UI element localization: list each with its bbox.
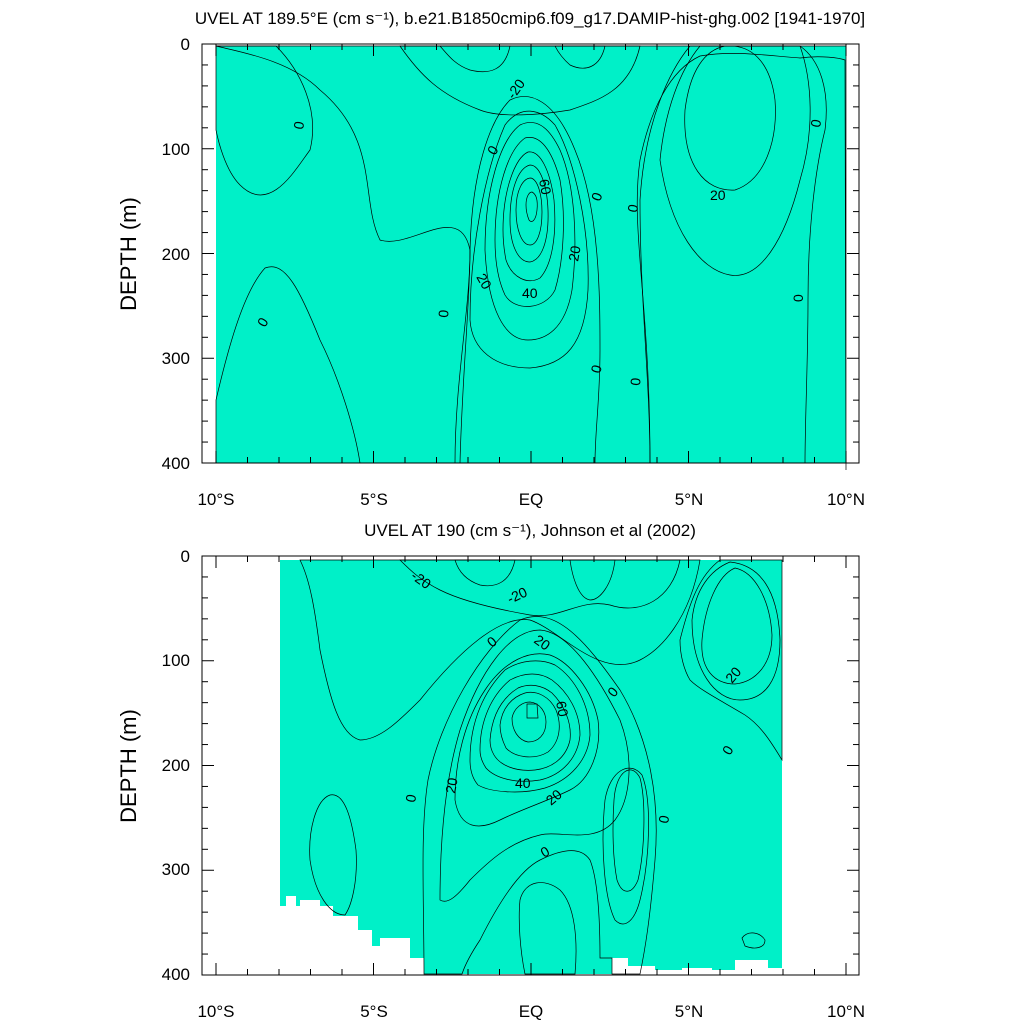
positive-region-70-eq bbox=[525, 191, 538, 222]
axis-ticks bbox=[202, 43, 859, 464]
x-tick-label: 10°N bbox=[827, 490, 865, 509]
y-tick-labels: 0 100 200 300 400 bbox=[162, 35, 190, 473]
positive-region-west-lower bbox=[215, 266, 361, 464]
y-tick-label: 300 bbox=[162, 349, 190, 368]
positive-region-east bbox=[639, 45, 827, 464]
y-tick-label: 200 bbox=[162, 756, 190, 775]
contour-label: 0 bbox=[290, 120, 307, 131]
x-tick-label: EQ bbox=[519, 1002, 544, 1021]
positive-region-20-mid bbox=[612, 769, 645, 892]
positive-region-west-upper bbox=[215, 45, 313, 196]
positive-region-20-eq bbox=[454, 653, 600, 827]
contour-label: 20 bbox=[710, 187, 726, 203]
positive-region-10-east bbox=[659, 45, 811, 276]
contour-label: 0 bbox=[627, 377, 644, 386]
x-tick-label: 5°N bbox=[675, 490, 704, 509]
x-tick-label: 5°S bbox=[360, 490, 388, 509]
y-axis-label: DEPTH (m) bbox=[116, 709, 141, 823]
y-tick-label: 400 bbox=[162, 454, 190, 473]
positive-region-20-east bbox=[701, 567, 773, 685]
positive-region-80-eq bbox=[526, 703, 539, 719]
x-tick-labels: 10°S 5°S EQ 5°N 10°N bbox=[197, 490, 865, 509]
axis-ticks bbox=[202, 555, 859, 976]
x-tick-label: 10°N bbox=[827, 1002, 865, 1021]
field-background bbox=[216, 46, 846, 463]
positive-region-60-eq bbox=[515, 177, 543, 246]
y-tick-label: 200 bbox=[162, 245, 190, 264]
contour-label: 40 bbox=[522, 285, 538, 301]
contour-field bbox=[280, 559, 783, 975]
negative-region-deep bbox=[518, 882, 577, 975]
x-tick-label: 10°S bbox=[197, 490, 234, 509]
positive-region-10-eq bbox=[439, 629, 630, 902]
x-tick-label: EQ bbox=[519, 490, 544, 509]
contour-label: 0 bbox=[402, 793, 419, 804]
contour-label: 0 bbox=[435, 309, 452, 318]
y-tick-label: 100 bbox=[162, 651, 190, 670]
positive-region-30-eq bbox=[469, 660, 591, 793]
contour-label: 0 bbox=[587, 363, 605, 375]
y-axis-label: DEPTH (m) bbox=[116, 197, 141, 311]
contour-label: 40 bbox=[515, 775, 531, 791]
y-tick-labels: 0 100 200 300 400 bbox=[162, 547, 190, 984]
positive-region-40-eq bbox=[479, 673, 581, 782]
contour-label: 0 bbox=[624, 203, 641, 214]
contour-label: 0 bbox=[655, 814, 672, 825]
positive-region-10-east bbox=[691, 561, 781, 701]
positive-region-west bbox=[309, 794, 357, 916]
positive-region-50-eq bbox=[489, 684, 571, 771]
y-tick-label: 100 bbox=[162, 140, 190, 159]
negative-region-30b bbox=[569, 559, 616, 601]
y-tick-label: 0 bbox=[181, 35, 190, 54]
y-tick-label: 300 bbox=[162, 860, 190, 879]
negative-region-20 bbox=[399, 45, 641, 116]
positive-region-10-eq bbox=[469, 110, 589, 369]
contour-label: 20 bbox=[473, 271, 495, 293]
contour-label: 20 bbox=[565, 244, 583, 262]
positive-region-40-eq bbox=[502, 151, 556, 282]
panel-model: UVEL AT 189.5°E (cm s⁻¹), b.e21.B1850cmi… bbox=[116, 9, 865, 509]
y-tick-label: 0 bbox=[181, 547, 190, 566]
chart-title: UVEL AT 190 (cm s⁻¹), Johnson et al (200… bbox=[364, 521, 696, 540]
x-tick-label: 5°S bbox=[360, 1002, 388, 1021]
negative-region-cyan bbox=[299, 559, 701, 741]
positive-region-eq bbox=[459, 96, 601, 464]
x-tick-label: 5°N bbox=[675, 1002, 704, 1021]
y-tick-label: 400 bbox=[162, 965, 190, 984]
x-tick-labels: 10°S 5°S EQ 5°N 10°N bbox=[197, 1002, 865, 1021]
contour-label: -20 bbox=[505, 584, 530, 607]
chart-title: UVEL AT 189.5°E (cm s⁻¹), b.e21.B1850cmi… bbox=[195, 9, 865, 28]
positive-region-60-eq bbox=[499, 691, 560, 758]
positive-region-20-east bbox=[684, 45, 776, 191]
positive-region-20-eq bbox=[484, 122, 576, 341]
panel-observations: UVEL AT 190 (cm s⁻¹), Johnson et al (200… bbox=[116, 521, 865, 1021]
negative-region-30 bbox=[454, 559, 516, 587]
field-background bbox=[280, 560, 782, 974]
positive-region-50-eq bbox=[509, 164, 549, 263]
contour-label: 0 bbox=[790, 294, 806, 302]
positive-region-10-mid bbox=[602, 767, 649, 925]
positive-region-30-eq bbox=[494, 137, 564, 307]
negative-region-30 bbox=[439, 45, 511, 73]
contour-field bbox=[215, 45, 847, 471]
x-tick-label: 10°S bbox=[197, 1002, 234, 1021]
contour-label: 60 bbox=[536, 178, 554, 196]
positive-region-east bbox=[679, 559, 783, 762]
negative-region-20 bbox=[399, 559, 681, 617]
contour-label: 60 bbox=[553, 700, 571, 718]
positive-region-70-eq bbox=[511, 701, 547, 743]
contour-label: 20 bbox=[442, 776, 460, 794]
negative-region-30b bbox=[554, 45, 606, 69]
positive-region-eq bbox=[422, 616, 657, 975]
positive-region-east-small bbox=[741, 932, 766, 949]
contour-label: 0 bbox=[807, 118, 824, 129]
